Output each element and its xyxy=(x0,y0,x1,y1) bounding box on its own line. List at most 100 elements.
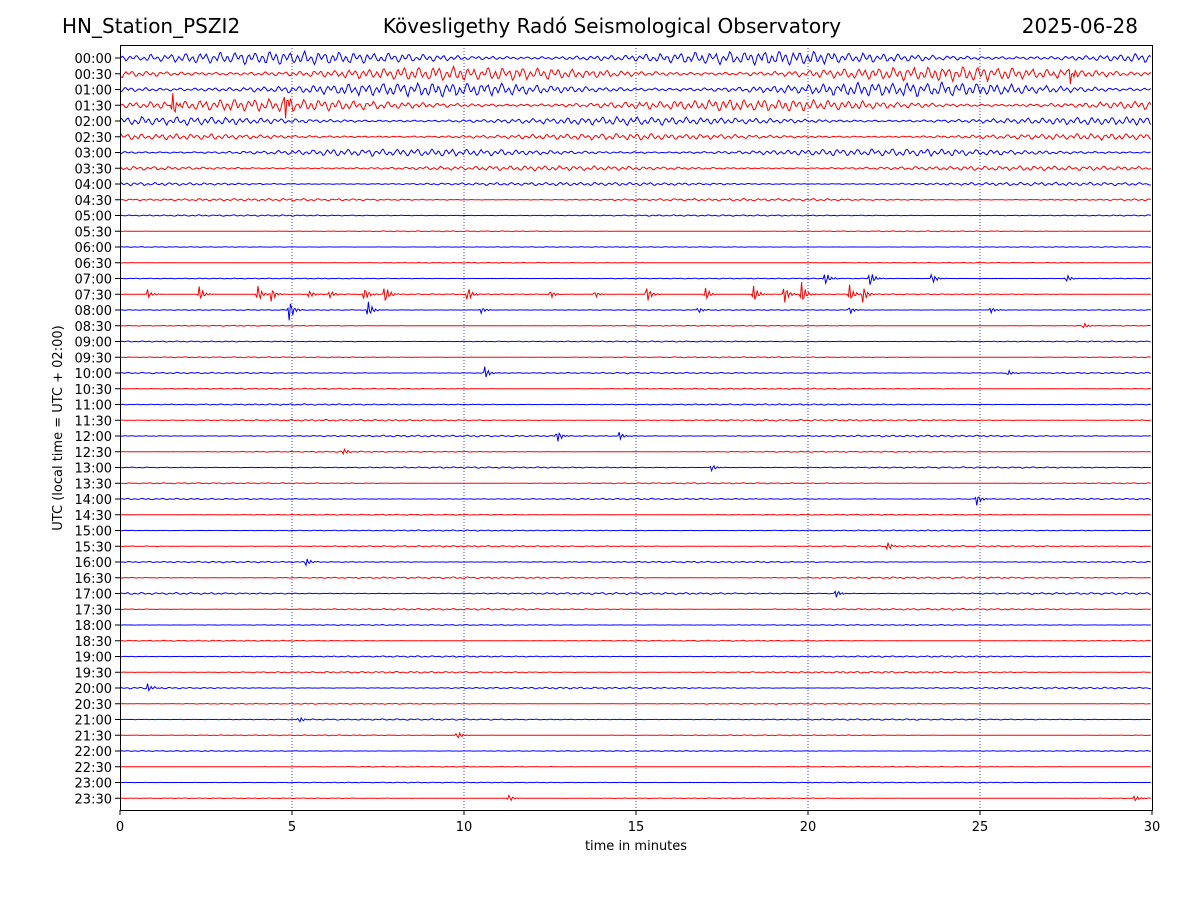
y-tick-label: 18:00 xyxy=(75,619,112,634)
trace-group xyxy=(119,49,1152,802)
trace-1700 xyxy=(120,590,1151,598)
y-tick-label: 04:00 xyxy=(75,178,112,193)
trace-0900 xyxy=(119,340,1151,343)
y-tick-label: 20:00 xyxy=(75,682,112,697)
y-tick-label: 22:00 xyxy=(75,745,112,760)
y-tick-label: 21:00 xyxy=(75,714,112,729)
x-tick-label: 0 xyxy=(116,820,124,835)
y-tick-label: 02:30 xyxy=(75,131,112,146)
y-tick-label: 19:00 xyxy=(75,651,112,666)
y-axis-label: UTC (local time = UTC + 02:00) xyxy=(51,325,66,530)
x-tick-label: 30 xyxy=(1144,820,1161,835)
trace-0700 xyxy=(119,273,1151,285)
y-tick-label: 07:00 xyxy=(75,273,112,288)
x-tick-label: 15 xyxy=(628,820,645,835)
y-tick-label: 22:30 xyxy=(75,761,112,776)
trace-0130 xyxy=(119,93,1152,119)
trace-1530 xyxy=(119,542,1151,551)
y-tick-label: 01:00 xyxy=(75,84,112,99)
trace-0930 xyxy=(119,356,1151,359)
trace-1630 xyxy=(119,576,1151,580)
y-tick-label: 03:30 xyxy=(75,162,112,177)
trace-1600 xyxy=(119,558,1151,568)
y-tick-label: 21:30 xyxy=(75,729,112,744)
trace-0500 xyxy=(119,214,1152,217)
trace-0730 xyxy=(119,282,1151,303)
station-name: HN_Station_PSZI2 xyxy=(62,14,241,38)
trace-0430 xyxy=(119,197,1151,202)
trace-2200 xyxy=(119,749,1151,753)
y-tick-label: 07:30 xyxy=(75,288,112,303)
trace-0330 xyxy=(119,165,1152,172)
y-tick-label: 15:30 xyxy=(75,540,112,555)
observatory-title: Kövesligethy Radó Seismological Observat… xyxy=(382,14,842,38)
y-tick-label: 05:30 xyxy=(75,225,112,240)
trace-1830 xyxy=(119,639,1151,642)
y-tick-label: 10:00 xyxy=(75,367,112,382)
trace-2300 xyxy=(120,781,1151,784)
y-tick-label: 00:30 xyxy=(75,68,112,83)
y-tick-label: 23:30 xyxy=(75,792,112,807)
trace-1800 xyxy=(120,623,1151,627)
y-tick-label: 05:00 xyxy=(75,210,112,225)
y-tick-label: 04:30 xyxy=(75,194,112,209)
x-tick-label: 20 xyxy=(800,820,817,835)
y-tick-label: 03:00 xyxy=(75,147,112,162)
trace-0300 xyxy=(119,148,1151,158)
trace-1100 xyxy=(119,403,1151,406)
y-tick-label: 14:00 xyxy=(75,493,112,508)
trace-0030 xyxy=(119,65,1152,85)
trace-0530 xyxy=(119,230,1151,233)
trace-1900 xyxy=(119,655,1151,658)
y-tick-label: 16:30 xyxy=(75,572,112,587)
y-tick-label: 12:00 xyxy=(75,430,112,445)
y-tick-label: 14:30 xyxy=(75,509,112,524)
plot-frame xyxy=(120,45,1153,811)
trace-2030 xyxy=(119,702,1151,705)
y-tick-label: 02:00 xyxy=(75,115,112,130)
y-tick-label: 08:30 xyxy=(75,320,112,335)
x-tick-label: 25 xyxy=(972,820,989,835)
y-tick-label: 09:30 xyxy=(75,351,112,366)
trace-0000 xyxy=(119,49,1152,67)
y-tick-label: 15:00 xyxy=(75,525,112,540)
trace-2330 xyxy=(119,794,1151,802)
y-tick-label: 11:30 xyxy=(75,414,112,429)
trace-2230 xyxy=(119,765,1151,768)
trace-0400 xyxy=(119,181,1151,187)
trace-1730 xyxy=(119,607,1151,611)
y-tick-label: 10:30 xyxy=(75,383,112,398)
y-tick-label: 12:30 xyxy=(75,446,112,461)
trace-1230 xyxy=(120,447,1151,456)
trace-0230 xyxy=(119,133,1152,142)
trace-1130 xyxy=(119,418,1151,422)
y-tick-label: 19:30 xyxy=(75,666,112,681)
vertical-grid xyxy=(291,45,981,810)
y-tick-label: 09:00 xyxy=(75,336,112,351)
trace-1330 xyxy=(119,482,1151,485)
y-tick-label: 00:00 xyxy=(75,52,112,67)
trace-1300 xyxy=(119,464,1151,473)
record-date: 2025-06-28 xyxy=(1021,14,1138,38)
trace-0200 xyxy=(119,115,1152,127)
trace-1200 xyxy=(119,432,1151,442)
trace-1030 xyxy=(119,387,1151,390)
trace-2130 xyxy=(119,731,1151,739)
y-tick-label: 23:00 xyxy=(75,777,112,792)
trace-0830 xyxy=(119,322,1151,329)
x-tick-label: 10 xyxy=(456,820,473,835)
trace-1930 xyxy=(119,670,1151,674)
y-tick-label: 13:00 xyxy=(75,462,112,477)
trace-0630 xyxy=(119,261,1151,264)
trace-1000 xyxy=(119,366,1151,378)
y-tick-label: 17:00 xyxy=(75,588,112,603)
trace-1500 xyxy=(119,529,1151,532)
x-axis-label: time in minutes xyxy=(585,839,687,854)
x-tick-label: 5 xyxy=(288,820,296,835)
y-tick-label: 11:00 xyxy=(75,399,112,414)
y-tick-label: 01:30 xyxy=(75,99,112,114)
y-tick-label: 13:30 xyxy=(75,477,112,492)
y-tick-label: 16:00 xyxy=(75,556,112,571)
x-axis-ticks: 0 5 10 15 20 25 30 xyxy=(116,810,1160,835)
